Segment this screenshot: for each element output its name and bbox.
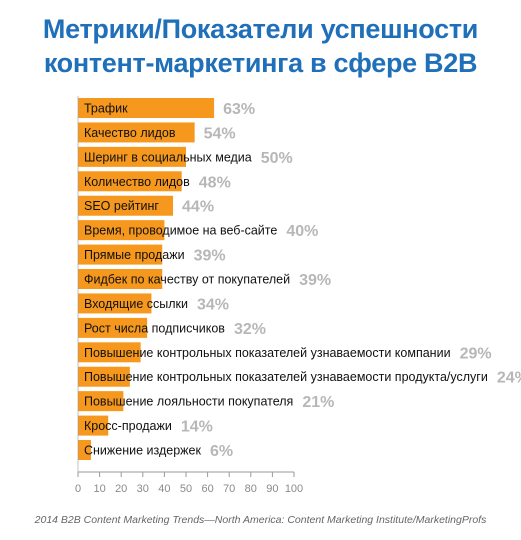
bar-6	[78, 220, 165, 241]
x-tick-label-10: 10	[93, 483, 105, 495]
bar-label-12: Повышение контрольных показателей узнава…	[84, 370, 488, 384]
bar-label-1: Трафик	[84, 102, 128, 116]
value-label-2: 54%	[204, 125, 236, 142]
bar-1	[78, 98, 215, 118]
bar-label-2: Качество лидов	[84, 126, 176, 140]
bar-5	[78, 195, 174, 216]
chart-title-line-1: Метрики/Показатели успешности	[42, 14, 479, 44]
x-tick-label-40: 40	[158, 483, 170, 495]
value-label-1: 63%	[223, 101, 255, 118]
x-tick-label-80: 80	[245, 483, 257, 495]
bar-10	[78, 317, 148, 338]
value-label-6: 40%	[286, 223, 318, 240]
bar-2	[78, 122, 195, 143]
value-label-7: 39%	[194, 248, 226, 265]
bar-label-10: Рост числа подписчиков	[84, 321, 225, 335]
chart-title: Метрики/Показатели успешности контент-ма…	[0, 12, 521, 80]
bar-8	[78, 269, 163, 290]
value-label-5: 44%	[182, 199, 214, 216]
bar-label-6: Время, проводимое на веб-сайте	[84, 224, 277, 238]
x-tick-label-30: 30	[137, 483, 149, 495]
bar-label-14: Кросс-продажи	[84, 419, 172, 433]
bar-15	[78, 440, 91, 461]
value-label-12: 24%	[497, 370, 521, 387]
value-label-10: 32%	[234, 321, 266, 338]
bar-label-3: Шеринг в социальных медиа	[84, 150, 252, 164]
x-tick-label-0: 0	[75, 483, 81, 495]
value-label-15: 6%	[210, 443, 233, 460]
x-tick-label-90: 90	[266, 483, 278, 495]
bar-label-5: SEO рейтинг	[84, 199, 159, 213]
x-tick-label-70: 70	[223, 483, 235, 495]
bar-11	[78, 342, 141, 363]
x-tick-label-20: 20	[115, 483, 127, 495]
bar-label-9: Входящие ссылки	[84, 297, 188, 311]
bar-7	[78, 244, 163, 265]
x-tick-label-50: 50	[180, 483, 192, 495]
x-tick-label-100: 100	[285, 483, 303, 495]
bar-12	[78, 366, 130, 387]
chart-title-line-2: контент-маркетинга в сфере B2B	[43, 48, 478, 78]
bar-label-13: Повышение лояльности покупателя	[84, 395, 293, 409]
value-label-4: 48%	[199, 174, 231, 191]
value-label-3: 50%	[261, 150, 293, 167]
bar-4	[78, 171, 182, 192]
value-label-14: 14%	[181, 419, 213, 436]
bar-3	[78, 146, 186, 167]
value-label-9: 34%	[197, 296, 229, 313]
bar-label-11: Повышение контрольных показателей узнава…	[84, 346, 451, 360]
bar-label-7: Прямые продажи	[84, 248, 185, 262]
x-tick-label-60: 60	[201, 483, 213, 495]
source-caption: 2014 B2B Content Marketing Trends—North …	[34, 514, 487, 526]
bar-label-4: Количество лидов	[84, 175, 190, 189]
bar-14	[78, 415, 109, 436]
bar-9	[78, 293, 152, 314]
bar-label-8: Фидбек по качеству от покупателей	[84, 273, 290, 287]
bar-label-15: Снижение издержек	[84, 444, 201, 458]
value-label-8: 39%	[299, 272, 331, 289]
value-label-13: 21%	[302, 394, 334, 411]
bar-13	[78, 391, 124, 412]
value-label-11: 29%	[460, 345, 492, 362]
